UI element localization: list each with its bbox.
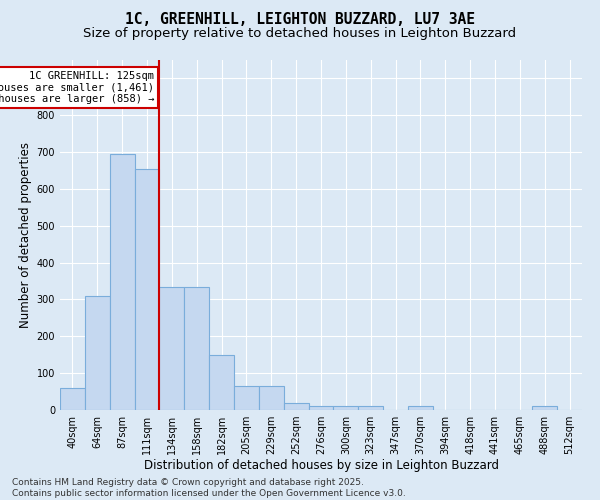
Bar xyxy=(60,388,85,410)
Bar xyxy=(408,406,433,410)
X-axis label: Distribution of detached houses by size in Leighton Buzzard: Distribution of detached houses by size … xyxy=(143,458,499,471)
Bar xyxy=(259,386,284,410)
Text: 1C, GREENHILL, LEIGHTON BUZZARD, LU7 3AE: 1C, GREENHILL, LEIGHTON BUZZARD, LU7 3AE xyxy=(125,12,475,28)
Bar xyxy=(209,354,234,410)
Bar xyxy=(85,296,110,410)
Bar xyxy=(308,406,334,410)
Bar xyxy=(134,168,160,410)
Bar xyxy=(184,286,209,410)
Text: Contains HM Land Registry data © Crown copyright and database right 2025.
Contai: Contains HM Land Registry data © Crown c… xyxy=(12,478,406,498)
Bar xyxy=(358,406,383,410)
Bar xyxy=(284,402,308,410)
Bar xyxy=(234,386,259,410)
Bar xyxy=(160,286,184,410)
Text: Size of property relative to detached houses in Leighton Buzzard: Size of property relative to detached ho… xyxy=(83,28,517,40)
Bar xyxy=(532,406,557,410)
Bar xyxy=(110,154,134,410)
Text: 1C GREENHILL: 125sqm
← 63% of detached houses are smaller (1,461)
37% of semi-de: 1C GREENHILL: 125sqm ← 63% of detached h… xyxy=(0,71,154,104)
Bar xyxy=(334,406,358,410)
Y-axis label: Number of detached properties: Number of detached properties xyxy=(19,142,32,328)
